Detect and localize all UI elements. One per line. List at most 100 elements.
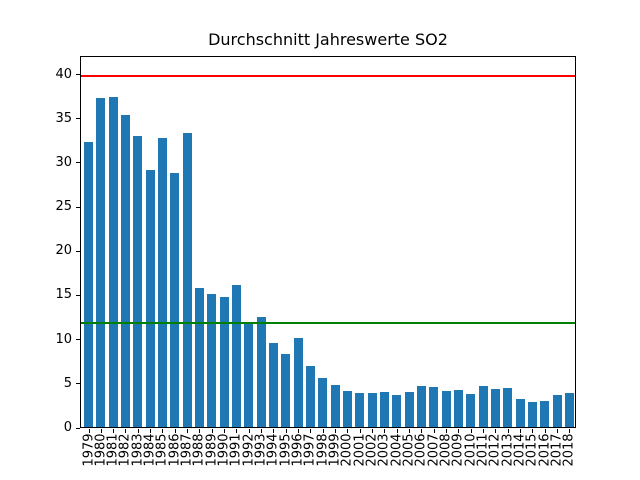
y-tick: [76, 250, 80, 252]
bar-2013: [503, 388, 513, 427]
bar-2003: [379, 391, 389, 427]
x-tick: [421, 429, 423, 433]
y-tick-label-10: 10: [55, 331, 72, 347]
x-tick: [347, 429, 349, 433]
bar-1980: [96, 98, 106, 427]
x-tick: [483, 429, 485, 433]
x-tick: [150, 429, 152, 433]
bar-1988: [194, 288, 204, 427]
bar-1991: [231, 284, 241, 427]
bar-1981: [108, 96, 118, 427]
y-tick: [76, 339, 80, 341]
x-tick: [495, 429, 497, 433]
bar-2004: [392, 395, 402, 427]
bar-2010: [466, 394, 476, 427]
bar-1983: [133, 136, 143, 427]
bar-1992: [244, 321, 254, 427]
x-tick: [211, 429, 213, 433]
x-tick: [384, 429, 386, 433]
x-tick: [322, 429, 324, 433]
x-tick: [199, 429, 201, 433]
x-tick: [100, 429, 102, 433]
x-tick: [470, 429, 472, 433]
x-tick: [520, 429, 522, 433]
y-tick-label-25: 25: [55, 199, 72, 215]
bar-2008: [441, 390, 451, 427]
x-tick: [298, 429, 300, 433]
x-tick: [532, 429, 534, 433]
bar-1982: [120, 115, 130, 427]
y-tick-label-30: 30: [55, 154, 72, 170]
chart-title: Durchschnitt Jahreswerte SO2: [208, 30, 448, 49]
bar-1997: [305, 366, 315, 427]
bar-1984: [145, 169, 155, 427]
y-tick: [76, 294, 80, 296]
x-tick: [446, 429, 448, 433]
y-tick: [76, 162, 80, 164]
y-tick-label-15: 15: [55, 287, 72, 303]
bar-2018: [564, 392, 574, 427]
y-tick: [76, 118, 80, 120]
bar-1995: [281, 353, 291, 427]
x-tick: [507, 429, 509, 433]
bar-1985: [157, 138, 167, 427]
y-tick: [76, 206, 80, 208]
x-tick: [396, 429, 398, 433]
x-tick: [359, 429, 361, 433]
y-tick-label-0: 0: [63, 420, 72, 435]
x-tick: [335, 429, 337, 433]
y-tick: [76, 427, 80, 429]
x-tick: [310, 429, 312, 433]
bar-1989: [207, 293, 217, 427]
y-tick-label-20: 20: [55, 243, 72, 259]
bar-2011: [478, 385, 488, 427]
bar-2000: [342, 390, 352, 427]
bar-2005: [404, 391, 414, 427]
y-tick: [76, 383, 80, 385]
x-tick-label-2018: 2018: [561, 433, 577, 467]
bar-1994: [268, 343, 278, 427]
bar-1999: [330, 384, 340, 427]
bar-1993: [256, 316, 266, 427]
x-tick: [174, 429, 176, 433]
bar-1986: [170, 173, 180, 427]
bar-2002: [367, 393, 377, 427]
x-tick: [372, 429, 374, 433]
x-tick: [433, 429, 435, 433]
x-tick: [162, 429, 164, 433]
x-tick: [557, 429, 559, 433]
upper-limit-line: [81, 74, 575, 77]
bar-1990: [219, 297, 229, 427]
bar-2001: [355, 392, 365, 427]
x-tick: [224, 429, 226, 433]
x-tick: [187, 429, 189, 433]
bar-2017: [552, 395, 562, 427]
bar-2012: [490, 389, 500, 427]
x-tick: [137, 429, 139, 433]
y-tick-label-40: 40: [55, 66, 72, 82]
plot-area: [80, 56, 576, 428]
x-tick: [569, 429, 571, 433]
x-tick: [236, 429, 238, 433]
bar-2015: [527, 402, 537, 427]
x-tick: [285, 429, 287, 433]
y-tick: [76, 74, 80, 76]
lower-limit-line: [81, 322, 575, 324]
x-tick: [458, 429, 460, 433]
x-tick: [273, 429, 275, 433]
bar-2016: [540, 401, 550, 427]
x-tick: [261, 429, 263, 433]
bar-2014: [515, 398, 525, 427]
bar-1979: [84, 141, 93, 427]
bar-2009: [453, 389, 463, 427]
bar-2007: [429, 387, 439, 427]
bar-2006: [416, 386, 426, 427]
bar-1996: [293, 337, 303, 427]
x-tick: [125, 429, 127, 433]
x-tick: [113, 429, 115, 433]
x-tick: [409, 429, 411, 433]
x-tick: [544, 429, 546, 433]
bar-1998: [318, 378, 328, 427]
x-tick: [248, 429, 250, 433]
